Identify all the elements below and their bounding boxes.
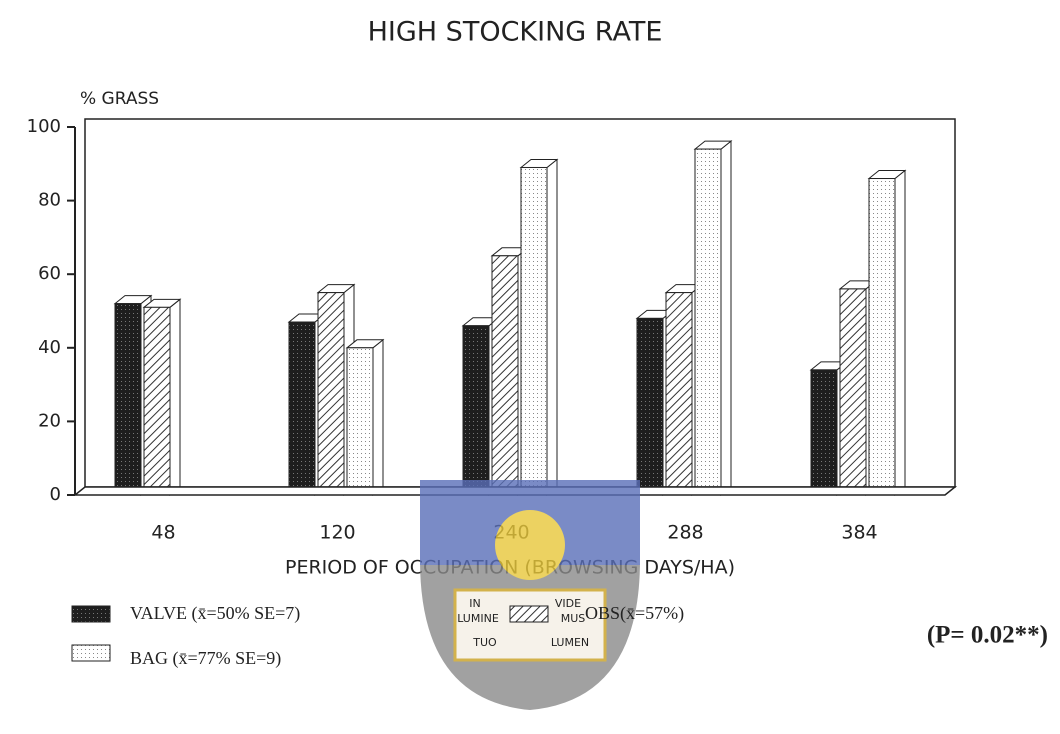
- watermark: [420, 480, 640, 710]
- annotation: (P= 0.02**): [927, 622, 1048, 649]
- bar-side: [169, 298, 181, 497]
- legend-label: OBS(x̄=57%): [585, 603, 684, 624]
- x-tick-label: 384: [841, 522, 877, 544]
- y-tick-label: 20: [38, 410, 61, 431]
- watermark-text: LUMINE: [457, 612, 499, 625]
- legend-swatch: [509, 605, 549, 623]
- x-tick-label: 120: [319, 522, 355, 544]
- x-tick-label: 48: [151, 522, 175, 544]
- bar: [491, 255, 519, 496]
- y-tick-label: 0: [50, 484, 61, 505]
- legend-label: BAG (x̄=77% SE=9): [130, 648, 281, 669]
- bar: [868, 178, 896, 496]
- watermark-text: TUO: [472, 636, 497, 649]
- watermark-text: MUS: [561, 612, 586, 625]
- bar: [317, 292, 345, 496]
- y-axis-label: % GRASS: [80, 89, 159, 109]
- bar: [694, 148, 722, 496]
- watermark-text: IN: [469, 597, 480, 610]
- bar: [143, 306, 171, 496]
- bar-side: [720, 140, 732, 497]
- bar-side: [546, 158, 558, 497]
- bars: [113, 140, 907, 497]
- bar: [520, 166, 548, 496]
- bar: [636, 317, 664, 496]
- legend-swatch: [71, 644, 111, 662]
- bar: [839, 288, 867, 496]
- y-tick-label: 80: [38, 190, 61, 211]
- watermark-text: VIDE: [555, 597, 581, 610]
- bar: [462, 325, 490, 496]
- bar: [665, 292, 693, 496]
- bar: [114, 303, 142, 496]
- bar: [346, 347, 374, 496]
- legend-swatch: [71, 605, 111, 623]
- x-tick-label: 288: [667, 522, 703, 544]
- bar: [810, 369, 838, 496]
- y-tick-label: 40: [38, 337, 61, 358]
- y-tick-label: 60: [38, 263, 61, 284]
- legend-label: VALVE (x̄=50% SE=7): [130, 603, 300, 624]
- y-tick-label: 100: [27, 116, 61, 137]
- chart-title: HIGH STOCKING RATE: [368, 17, 663, 48]
- bar-side: [372, 338, 384, 497]
- bar-side: [894, 169, 906, 497]
- watermark-text: LUMEN: [551, 636, 589, 649]
- bar: [288, 321, 316, 496]
